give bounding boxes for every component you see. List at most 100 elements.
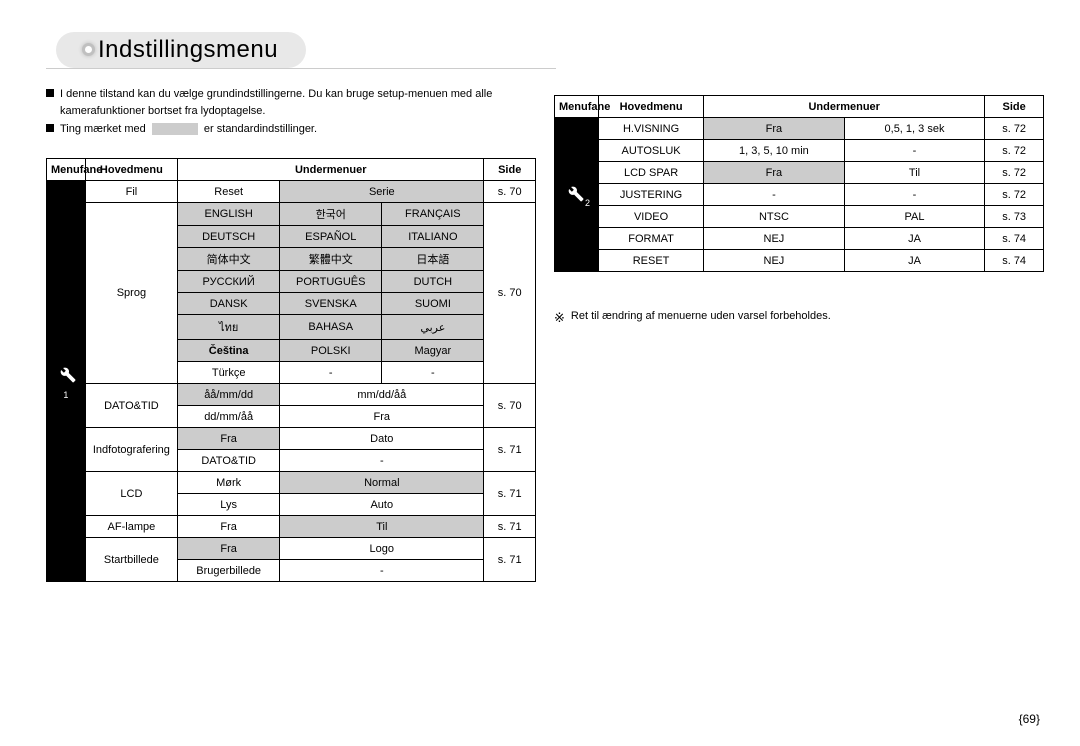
icon-subscript-2: 2 bbox=[585, 198, 590, 208]
table-row: RESETNEJJAs. 74 bbox=[555, 250, 1044, 272]
setup-tab-icon-1: 1 bbox=[47, 181, 86, 582]
cell: SVENSKA bbox=[280, 293, 382, 315]
cell-side: s. 72 bbox=[985, 118, 1044, 140]
table-row: AUTOSLUK1, 3, 5, 10 min-s. 72 bbox=[555, 140, 1044, 162]
cell-main: JUSTERING bbox=[599, 184, 704, 206]
cell: Logo bbox=[280, 538, 484, 560]
cell: DATO&TID bbox=[178, 450, 280, 472]
cell: DEUTSCH bbox=[178, 226, 280, 248]
cell-side: s. 70 bbox=[484, 203, 536, 384]
cell: Brugerbillede bbox=[178, 560, 280, 582]
square-bullet-icon bbox=[46, 124, 54, 132]
cell-main: AF-lampe bbox=[85, 516, 177, 538]
cell-main: DATO&TID bbox=[85, 384, 177, 428]
table-row: 2H.VISNINGFra0,5, 1, 3 seks. 72 bbox=[555, 118, 1044, 140]
table-row: LCD Mørk Normal s. 71 bbox=[47, 472, 536, 494]
cell-main: Indfotografering bbox=[85, 428, 177, 472]
setup-tab-icon-2: 2 bbox=[555, 118, 599, 272]
cell: NEJ bbox=[704, 228, 845, 250]
table-row: VIDEONTSCPALs. 73 bbox=[555, 206, 1044, 228]
cell-side: s. 72 bbox=[985, 140, 1044, 162]
wrench-icon bbox=[55, 362, 77, 384]
page-number-value: 69 bbox=[1023, 712, 1036, 726]
settings-table-left: Menufane Hovedmenu Undermenuer Side 1 Fi… bbox=[46, 158, 536, 582]
cell: 简体中文 bbox=[178, 248, 280, 271]
note-right-text: Ret til ændring af menuerne uden varsel … bbox=[571, 310, 831, 322]
cell-side: s. 71 bbox=[484, 472, 536, 516]
th-side: Side bbox=[985, 96, 1044, 118]
icon-subscript-1: 1 bbox=[63, 390, 68, 400]
cell: Til bbox=[280, 516, 484, 538]
cell: FRANÇAIS bbox=[382, 203, 484, 226]
cell: Fra bbox=[704, 118, 845, 140]
th-main: Hovedmenu bbox=[599, 96, 704, 118]
cell: åå/mm/dd bbox=[178, 384, 280, 406]
cell: - bbox=[280, 450, 484, 472]
cell: Fra bbox=[280, 406, 484, 428]
cell: 한국어 bbox=[280, 203, 382, 226]
cell: BAHASA bbox=[280, 315, 382, 340]
cell: mm/dd/åå bbox=[280, 384, 484, 406]
cell: Reset bbox=[178, 181, 280, 203]
title-dot-icon bbox=[82, 43, 95, 56]
intro-line2b: er standardindstillinger. bbox=[204, 123, 317, 135]
cell: ESPAÑOL bbox=[280, 226, 382, 248]
cell: JA bbox=[844, 250, 985, 272]
cell: Serie bbox=[280, 181, 484, 203]
cell: 日本語 bbox=[382, 248, 484, 271]
cell: POLSKI bbox=[280, 340, 382, 362]
cell-main: LCD bbox=[85, 472, 177, 516]
intro-line2a: Ting mærket med bbox=[60, 123, 146, 135]
cell-side: s. 71 bbox=[484, 516, 536, 538]
cell: Fra bbox=[178, 428, 280, 450]
cell-main: LCD SPAR bbox=[599, 162, 704, 184]
cell-side: s. 72 bbox=[985, 184, 1044, 206]
intro-line1: I denne tilstand kan du vælge grundindst… bbox=[60, 86, 536, 119]
cell-main: Sprog bbox=[85, 203, 177, 384]
table-header-row: Menufane Hovedmenu Undermenuer Side bbox=[47, 159, 536, 181]
cell: Fra bbox=[178, 538, 280, 560]
cell-side: s. 71 bbox=[484, 538, 536, 582]
cell-main: Startbillede bbox=[85, 538, 177, 582]
cell: 0,5, 1, 3 sek bbox=[844, 118, 985, 140]
cell: РУССКИЙ bbox=[178, 271, 280, 293]
table-row: JUSTERING--s. 72 bbox=[555, 184, 1044, 206]
cell: - bbox=[704, 184, 845, 206]
th-main: Hovedmenu bbox=[85, 159, 177, 181]
cell: - bbox=[280, 362, 382, 384]
asterisk-icon: ※ bbox=[554, 310, 565, 326]
th-tab: Menufane bbox=[47, 159, 86, 181]
table-row: Startbillede Fra Logo s. 71 bbox=[47, 538, 536, 560]
cell-main: FORMAT bbox=[599, 228, 704, 250]
cell-side: s. 74 bbox=[985, 228, 1044, 250]
square-bullet-icon bbox=[46, 89, 54, 97]
cell: SUOMI bbox=[382, 293, 484, 315]
cell-side: s. 70 bbox=[484, 384, 536, 428]
cell: Lys bbox=[178, 494, 280, 516]
cell-side: s. 72 bbox=[985, 162, 1044, 184]
cell-side: s. 70 bbox=[484, 181, 536, 203]
page-title-wrap: Indstillingsmenu bbox=[46, 32, 556, 72]
cell: NEJ bbox=[704, 250, 845, 272]
cell: 1, 3, 5, 10 min bbox=[704, 140, 845, 162]
table-row: DATO&TID åå/mm/dd mm/dd/åå s. 70 bbox=[47, 384, 536, 406]
cell: - bbox=[844, 184, 985, 206]
cell-main: H.VISNING bbox=[599, 118, 704, 140]
cell-main: RESET bbox=[599, 250, 704, 272]
cell: Magyar bbox=[382, 340, 484, 362]
cell: Mørk bbox=[178, 472, 280, 494]
cell-side: s. 73 bbox=[985, 206, 1044, 228]
note-right: ※ Ret til ændring af menuerne uden varse… bbox=[554, 310, 831, 326]
cell-main: VIDEO bbox=[599, 206, 704, 228]
table-row: Indfotografering Fra Dato s. 71 bbox=[47, 428, 536, 450]
th-sub: Undermenuer bbox=[704, 96, 985, 118]
cell: Dato bbox=[280, 428, 484, 450]
cell-main: Fil bbox=[85, 181, 177, 203]
cell-main: AUTOSLUK bbox=[599, 140, 704, 162]
cell: Türkçe bbox=[178, 362, 280, 384]
cell: DUTCH bbox=[382, 271, 484, 293]
cell: NTSC bbox=[704, 206, 845, 228]
table-row: LCD SPARFraTils. 72 bbox=[555, 162, 1044, 184]
cell-side: s. 71 bbox=[484, 428, 536, 472]
th-sub: Undermenuer bbox=[178, 159, 484, 181]
